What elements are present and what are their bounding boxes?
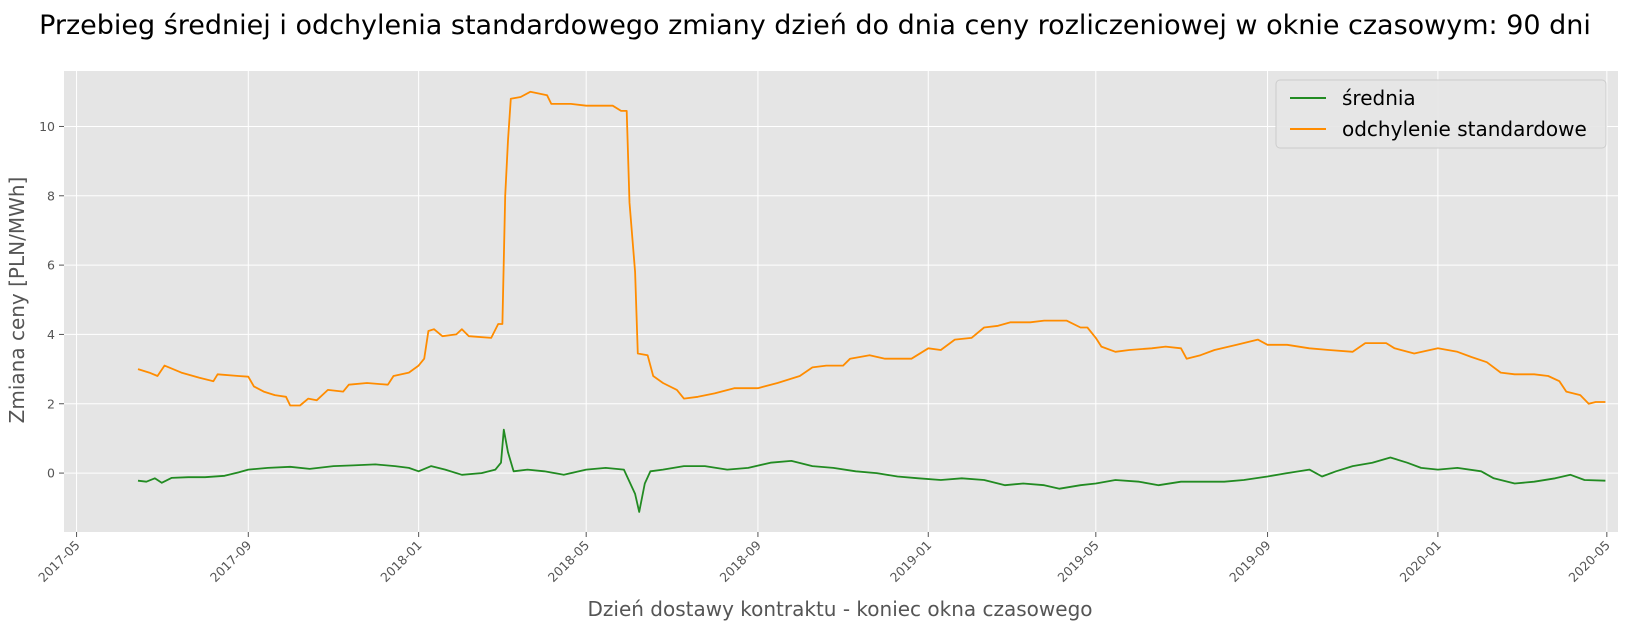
series-line-2 (137, 90, 1606, 407)
x-axis-label: Dzień dostawy kontraktu - koniec okna cz… (587, 597, 1092, 621)
x-tick-label: 2017-05 (35, 538, 83, 586)
y-axis-ticks: 0 2 4 6 8 10 (39, 119, 64, 481)
chart-title: Przebieg średniej i odchylenia standardo… (39, 10, 1591, 41)
x-tick-label: 2019-01 (887, 538, 935, 586)
legend-entry: średnia (1342, 86, 1416, 110)
x-tick-label: 2018-09 (717, 537, 765, 585)
y-axis-label: Zmiana ceny [PLN/MWh] (5, 177, 29, 424)
x-tick-label: 2020-05 (1565, 538, 1613, 586)
x-tick-label: 2017-09 (207, 537, 255, 585)
legend-box (1275, 79, 1607, 149)
x-tick-label: 2019-09 (1226, 537, 1274, 585)
x-tick-label: 2018-01 (377, 538, 425, 586)
y-tick-label: 8 (47, 188, 55, 203)
x-axis-ticks: 2017-05 2017-09 2018-01 2018-05 2018-09 2019-… (35, 532, 1613, 585)
y-tick-label: 6 (47, 258, 55, 273)
x-tick-label: 2020-01 (1396, 538, 1444, 586)
y-tick-label: 2 (47, 396, 55, 411)
x-tick-label: 2019-05 (1054, 538, 1102, 586)
series-line-1 (137, 428, 1606, 513)
legend-entry: odchylenie standardowe (1342, 117, 1587, 141)
legend: średnia odchylenie standardowe (1275, 79, 1607, 149)
y-tick-label: 10 (39, 119, 55, 134)
y-tick-label: 4 (47, 327, 55, 342)
x-tick-label: 2018-05 (545, 538, 593, 586)
y-tick-label: 0 (47, 466, 55, 481)
series-layer (137, 90, 1606, 513)
